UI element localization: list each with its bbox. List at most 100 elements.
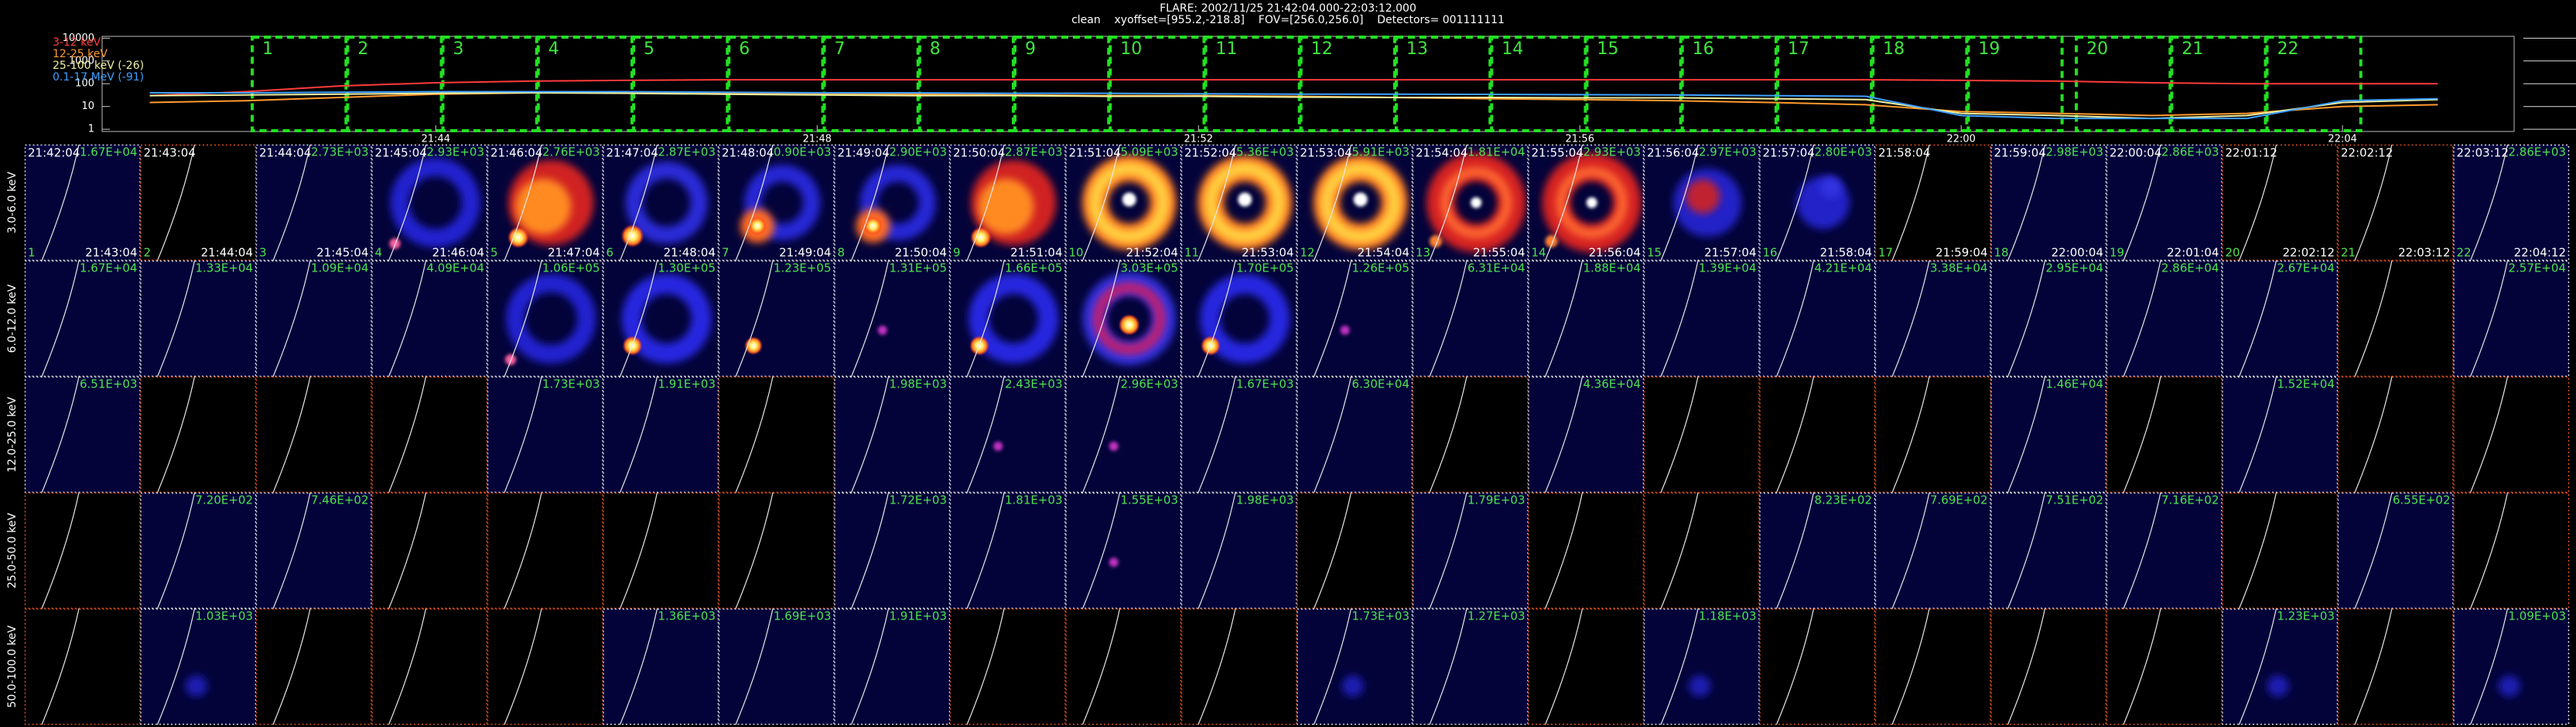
peak-value: 2.87E+03 (1005, 145, 1063, 159)
cell-border (1759, 260, 1876, 377)
cell-border (1528, 144, 1645, 261)
peak-value: 1.67E+04 (80, 145, 138, 159)
solar-limb (2469, 144, 2509, 261)
image-cell (371, 376, 488, 493)
cell-border (949, 492, 1066, 609)
cell-border (1065, 260, 1182, 377)
emission (1341, 675, 1364, 697)
solar-limb (850, 376, 890, 493)
cell-border (371, 608, 488, 725)
cell-border (24, 608, 141, 725)
peak-value: 6.51E+03 (80, 377, 138, 391)
peak-value: 1.33E+04 (195, 261, 253, 275)
lightcurve: 1 10 100 1000 10000 21:44 21:48 21:52 21:56 22:00… (53, 32, 2576, 145)
cell-border (140, 376, 257, 493)
row-label: 12.0-25.0 keV (6, 397, 19, 473)
cell-background (2338, 377, 2454, 493)
image-cell: 1.23E+03 (2222, 608, 2339, 725)
cell-border (834, 144, 951, 261)
cell-border (1643, 608, 1760, 725)
solar-limb (1660, 260, 1699, 377)
cell-border (1412, 260, 1529, 377)
solar-limb (966, 144, 1005, 261)
peak-value: 4.09E+04 (426, 261, 484, 275)
solar-limb (1775, 144, 1815, 261)
emission (505, 354, 516, 365)
y-tick-label: 1000 (69, 55, 94, 67)
interval-number: 21 (2181, 39, 2203, 59)
header-params: clean xyoffset=[955.2,-218.8] FOV=[256.0… (1071, 14, 1505, 26)
solar-limb (2354, 376, 2393, 493)
image-cell: 21:58:04 21:59:04 17 (1874, 144, 1991, 261)
image-cell: 1.91E+03 (603, 376, 719, 493)
solar-limb (1544, 260, 1584, 377)
solar-limb (1775, 260, 1815, 377)
image-cell (2106, 608, 2222, 725)
interval-number: 22 (2277, 39, 2299, 59)
solar-limb (2354, 608, 2393, 725)
interval-number: 16 (1693, 39, 1714, 59)
cell-border (487, 144, 603, 261)
image-cell: 1.98E+03 (1180, 492, 1297, 609)
cell-background (256, 609, 372, 725)
cell-background (1297, 493, 1413, 609)
interval-number: 10 (1069, 246, 1084, 260)
cell-border (718, 144, 835, 261)
image-cell (371, 492, 488, 609)
cell-border (603, 608, 719, 725)
cell-border (2453, 260, 2570, 377)
image-cell: 2.95E+04 (1990, 260, 2107, 377)
cell-border (1065, 492, 1182, 609)
cell-border (2106, 260, 2222, 377)
image-cell (2222, 492, 2339, 609)
peak-value: 1.31E+05 (889, 261, 947, 275)
cell-border (1180, 144, 1297, 261)
interval-number: 20 (2086, 39, 2108, 59)
emission (620, 224, 644, 247)
image-cell: 1.73E+03 (487, 376, 603, 493)
start-time: 21:52:04 (1184, 146, 1236, 160)
image-cell: 4.09E+04 (371, 260, 488, 377)
cell-background (371, 609, 487, 725)
cell-border (255, 376, 372, 493)
header-title: FLARE: 2002/11/25 21:42:04.000-22:03:12.… (1160, 2, 1416, 15)
solar-limb (504, 260, 542, 377)
emission (970, 227, 992, 248)
peak-value: 1.73E+03 (542, 377, 600, 391)
image-cell: 1.98E+03 (834, 376, 951, 493)
cell-border (834, 608, 951, 725)
image-cell: 1.52E+04 (2222, 376, 2339, 493)
image-cell: 4.36E+04 (1528, 376, 1645, 493)
solar-limb (1660, 376, 1699, 493)
series-group (149, 79, 2438, 120)
image-cell: 1.09E+03 (2453, 608, 2570, 725)
emission (877, 326, 887, 335)
cell-background (603, 377, 719, 493)
row-label: 25.0-50.0 keV (6, 513, 19, 589)
cell-background (719, 377, 835, 493)
cell-background (1875, 145, 1991, 261)
cell-background (25, 609, 141, 725)
cell-background (1413, 377, 1529, 493)
cell-background (2106, 261, 2222, 377)
cell-background (2222, 261, 2338, 377)
cell-background (1413, 609, 1529, 725)
peak-value: 1.03E+03 (195, 609, 253, 623)
start-time: 22:02:12 (2341, 146, 2393, 160)
end-time: 21:46:04 (432, 246, 484, 260)
solar-limb (388, 376, 427, 493)
cell-border (140, 144, 257, 261)
emission-ring (1556, 167, 1628, 238)
peak-value: 2.95E+04 (2045, 261, 2103, 275)
interval-number: 22 (2457, 246, 2472, 260)
emission (1109, 442, 1119, 451)
peak-value: 2.87E+03 (658, 145, 716, 159)
solar-limb (504, 376, 542, 493)
y-tick-label: 100 (75, 78, 94, 90)
cell-border (255, 144, 372, 261)
solar-limb (504, 144, 542, 261)
image-cell: 7.20E+02 (140, 492, 257, 609)
solar-limb (1081, 144, 1121, 261)
